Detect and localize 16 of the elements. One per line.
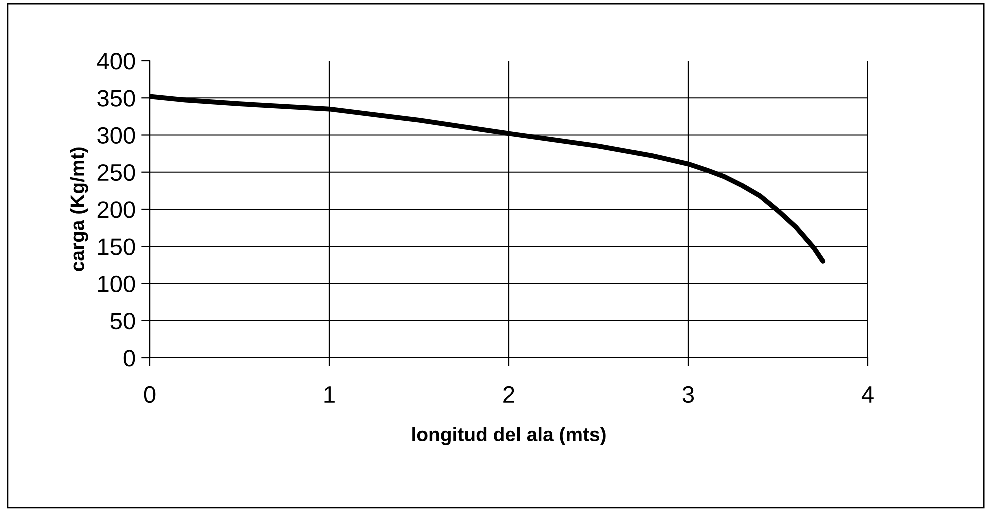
- x-tick-label: 3: [682, 386, 694, 404]
- y-tick-label: 400: [97, 53, 136, 70]
- x-tick-label: 2: [504, 386, 514, 403]
- y-tick-label: 250: [98, 164, 136, 182]
- x-tick-label: 1: [324, 386, 335, 403]
- y-tick-label: 150: [98, 238, 136, 256]
- y-tick-label: 300: [98, 127, 136, 144]
- y-axis-title: carga (Kg/mt): [70, 148, 88, 272]
- y-tick-label: 200: [98, 202, 136, 218]
- y-tick-label: 100: [98, 276, 136, 293]
- x-tick-label: 4: [862, 386, 874, 403]
- x-tick-label: 0: [144, 386, 156, 404]
- x-axis-title: longitud del ala (mts): [412, 427, 606, 446]
- y-tick-label: 0: [124, 350, 136, 367]
- y-tick-label: 50: [110, 312, 136, 330]
- y-tick-label: 350: [98, 90, 136, 107]
